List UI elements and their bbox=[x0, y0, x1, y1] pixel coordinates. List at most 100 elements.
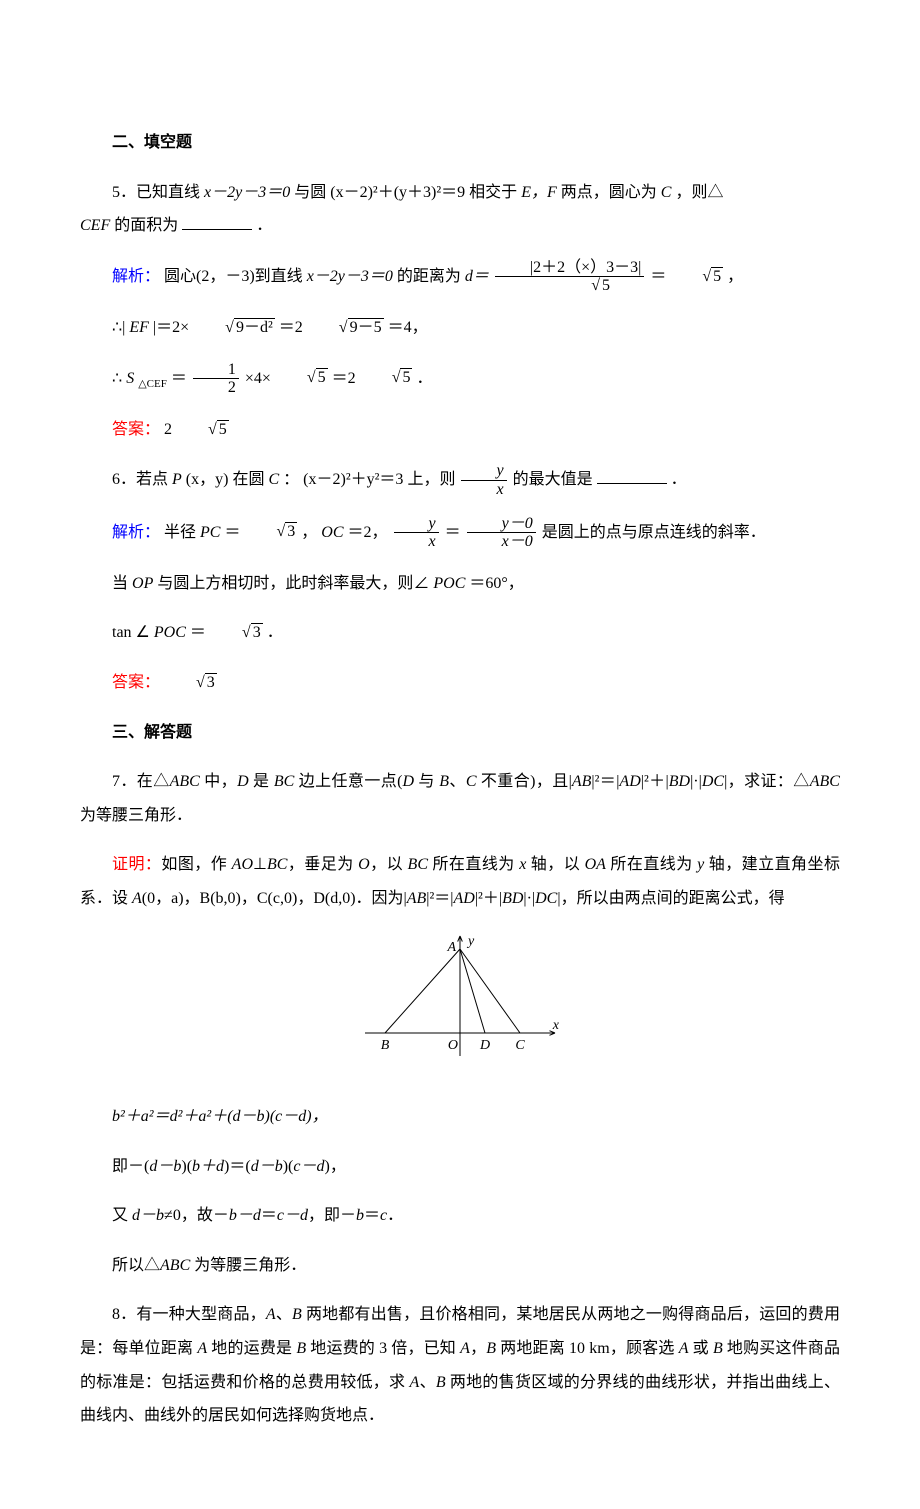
t: 6．若点 bbox=[112, 471, 172, 488]
t: ＝4， bbox=[388, 319, 428, 336]
v: AD bbox=[619, 773, 640, 790]
v: (x，y) bbox=[186, 471, 229, 488]
t: 与 bbox=[414, 773, 439, 790]
t: 所在直线为 bbox=[606, 856, 697, 873]
v: A bbox=[460, 1340, 470, 1357]
t: 为等腰三角形． bbox=[80, 807, 192, 824]
t: |²＝| bbox=[426, 890, 453, 907]
t: 、 bbox=[276, 1306, 292, 1323]
t: |，所以由两点间的距离公式，得 bbox=[557, 890, 784, 907]
label-answer: 答案： bbox=[112, 421, 160, 438]
t: 不重合)，且| bbox=[477, 773, 572, 790]
blank bbox=[597, 467, 667, 484]
v: D bbox=[237, 773, 249, 790]
v: POC bbox=[154, 624, 186, 641]
q6-sol-3: tan ∠ POC ＝ 3 ． bbox=[80, 616, 840, 650]
svg-text:O: O bbox=[448, 1038, 458, 1053]
t: |²＋| bbox=[641, 773, 669, 790]
v: POC bbox=[433, 575, 465, 592]
t: 5．已知直线 bbox=[112, 184, 204, 201]
sqrt: 9－d² bbox=[193, 311, 275, 345]
t: 为等腰三角形． bbox=[190, 1257, 306, 1274]
v: AB bbox=[407, 890, 427, 907]
v: A bbox=[132, 890, 142, 907]
v: A bbox=[197, 1340, 207, 1357]
v: D bbox=[402, 773, 414, 790]
v: O bbox=[358, 856, 370, 873]
t: 的距离为 bbox=[397, 268, 465, 285]
v: AO bbox=[232, 856, 253, 873]
v: BD bbox=[502, 890, 523, 907]
eq: (x－2)²＋(y＋3)²＝9 bbox=[330, 184, 465, 201]
t: 与圆上方相切时，此时斜率最大，则∠ bbox=[157, 575, 429, 592]
eq: d＝ bbox=[465, 268, 489, 285]
t: 如图，作 bbox=[161, 856, 231, 873]
v: 2 bbox=[164, 421, 172, 438]
v: (0，a)，B(b,0)，C(c,0)，D(d,0) bbox=[142, 890, 356, 907]
pts: E，F bbox=[521, 184, 557, 201]
t: ＝60°， bbox=[469, 575, 523, 592]
svg-text:x: x bbox=[552, 1018, 560, 1033]
t: 中， bbox=[200, 773, 237, 790]
v: C bbox=[268, 471, 279, 488]
tri: CEF bbox=[80, 217, 110, 234]
t: ， bbox=[727, 268, 743, 285]
v: ABC bbox=[160, 1257, 190, 1274]
t: 地的运费是 bbox=[207, 1340, 296, 1357]
v: OP bbox=[132, 575, 153, 592]
sqrt: 5 bbox=[670, 260, 723, 294]
c: C bbox=[661, 184, 672, 201]
v: ABC bbox=[810, 773, 840, 790]
fraction: y－0 x－0 bbox=[467, 515, 536, 551]
t: |·| bbox=[690, 773, 702, 790]
v: OA bbox=[585, 856, 606, 873]
sqrt: 9－5 bbox=[307, 311, 384, 345]
q8-stem: 8．有一种大型商品，A、B 两地都有出售，且价格相同，某地居民从两地之一购得商品… bbox=[80, 1298, 840, 1432]
t: |²＝| bbox=[591, 773, 619, 790]
t: tan ∠ bbox=[112, 624, 150, 641]
v: B bbox=[292, 1306, 302, 1323]
eq: x－2y－3＝0 bbox=[204, 184, 290, 201]
v: EF bbox=[129, 319, 149, 336]
eq: x－2y－3＝0 bbox=[307, 268, 393, 285]
num: y bbox=[394, 515, 439, 534]
v: BC bbox=[408, 856, 428, 873]
q7-diagram: yxABODC bbox=[80, 931, 840, 1084]
v: B bbox=[713, 1340, 723, 1357]
v: PC bbox=[200, 523, 220, 540]
v: OC bbox=[321, 523, 343, 540]
t: 的面积为 bbox=[114, 217, 178, 234]
t: ＝ bbox=[445, 523, 461, 540]
t: 或 bbox=[688, 1340, 713, 1357]
t: 是 bbox=[249, 773, 274, 790]
svg-text:y: y bbox=[466, 934, 475, 949]
t: ． bbox=[416, 369, 432, 386]
q7-stem: 7．在△ABC 中，D 是 BC 边上任意一点(D 与 B、C 不重合)，且|A… bbox=[80, 765, 840, 832]
sqrt: 3 bbox=[245, 515, 298, 549]
t: 相交于 bbox=[469, 184, 521, 201]
q6-stem: 6．若点 P (x，y) 在圆 C ： (x－2)²＋y²＝3 上，则 y x … bbox=[80, 462, 840, 498]
t: ＝2 bbox=[279, 319, 303, 336]
den: 2 bbox=[193, 379, 239, 397]
t: ∴ bbox=[112, 369, 122, 386]
t: 8．有一种大型商品， bbox=[112, 1306, 266, 1323]
v: B bbox=[439, 773, 449, 790]
fraction: 1 2 bbox=[193, 361, 239, 397]
q5-sol-2: ∴| EF |＝2× 9－d² ＝2 9－5 ＝4， bbox=[80, 311, 840, 345]
q7-eq1: b²＋a²＝d²＋a²＋(d－b)(c－d)， bbox=[80, 1100, 840, 1134]
t: ． bbox=[671, 471, 687, 488]
v: AD bbox=[454, 890, 475, 907]
t: ＝2， bbox=[348, 523, 388, 540]
t: 在圆 bbox=[232, 471, 268, 488]
num: |2＋2（×）3－3| bbox=[495, 259, 644, 278]
fraction: |2＋2（×）3－3| 5 bbox=[495, 259, 644, 295]
t: ．因为| bbox=[356, 890, 407, 907]
t: ． bbox=[256, 217, 272, 234]
t: ： bbox=[283, 471, 299, 488]
eq: ＝ bbox=[650, 268, 666, 285]
v: ABC bbox=[170, 773, 200, 790]
v: B bbox=[436, 1374, 446, 1391]
t: 7．在△ bbox=[112, 773, 170, 790]
num: y bbox=[461, 462, 506, 481]
svg-text:B: B bbox=[381, 1038, 390, 1053]
